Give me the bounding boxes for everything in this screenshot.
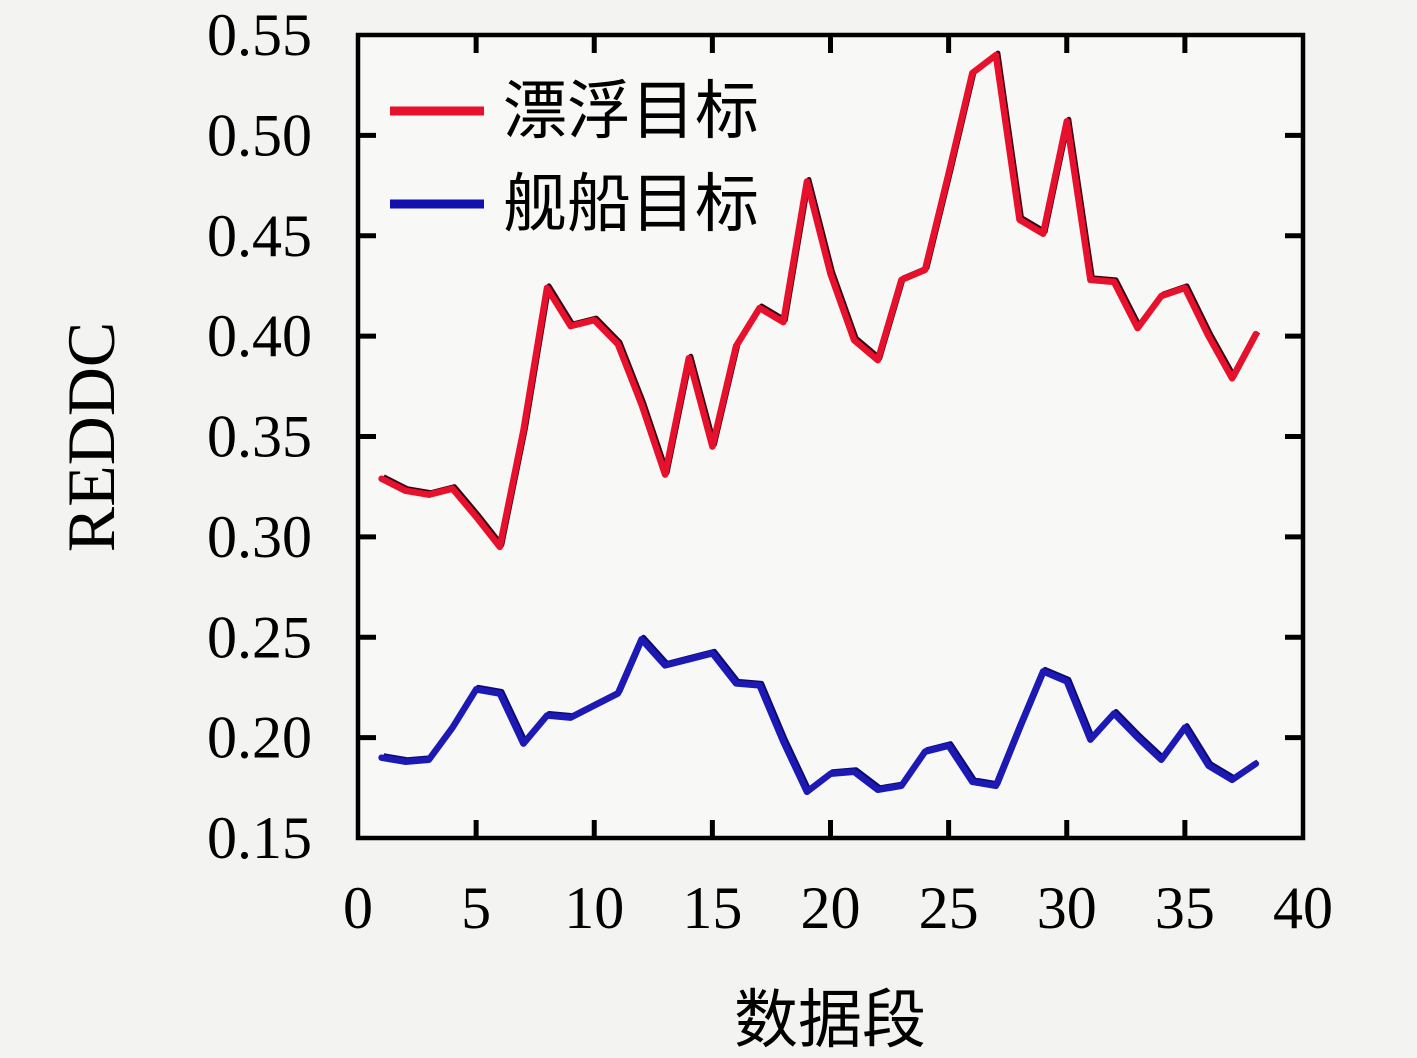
axis-ticks: [360, 37, 1301, 836]
y-tick-label: 0.50: [207, 102, 312, 168]
x-axis-label: 数据段: [734, 985, 926, 1056]
x-tick-label: 30: [1037, 875, 1097, 941]
legend-label-ship-target: 舰船目标: [503, 169, 759, 240]
y-tick-label: 0.30: [207, 504, 312, 570]
x-tick-label: 40: [1273, 875, 1333, 941]
data-series: [378, 50, 1261, 796]
tick-labels: 0 5 10 15 20 25 30 35 40 0.15 0.20 0.25 0.30 0.35 0.40…: [207, 2, 1333, 941]
y-axis-label: REDDC: [53, 322, 129, 552]
y-tick-label: 0.40: [207, 303, 312, 369]
x-tick-label: 0: [343, 875, 373, 941]
y-tick-label: 0.25: [207, 604, 312, 670]
y-tick-label: 0.45: [207, 203, 312, 269]
x-tick-label: 15: [682, 875, 742, 941]
series-line-0: [378, 51, 1260, 551]
x-tick-label: 25: [919, 875, 979, 941]
legend: 漂浮目标 舰船目标: [390, 76, 759, 240]
plot-area-frame: [355, 32, 1306, 841]
y-tick-label: 0.20: [207, 705, 312, 771]
x-tick-label: 5: [461, 875, 491, 941]
x-tick-label: 35: [1155, 875, 1215, 941]
y-tick-label: 0.55: [207, 2, 312, 68]
y-tick-label: 0.15: [207, 805, 312, 871]
x-tick-label: 10: [564, 875, 624, 941]
series-line-1: [378, 636, 1260, 796]
x-tick-label: 20: [801, 875, 861, 941]
y-tick-label: 0.35: [207, 404, 312, 470]
legend-label-floating-target: 漂浮目标: [503, 76, 759, 147]
